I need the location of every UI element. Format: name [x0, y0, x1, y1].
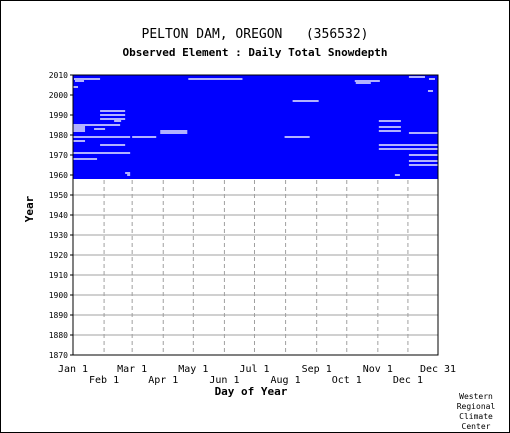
missing-data-segment: [354, 80, 380, 82]
y-tick-label: 1960: [49, 171, 68, 180]
x-tick-label: Mar 1: [117, 364, 147, 375]
missing-data-segment: [378, 130, 401, 132]
missing-data-segment: [73, 128, 86, 130]
y-tick-label: 1870: [49, 351, 68, 360]
missing-data-segment: [188, 78, 243, 80]
x-tick-label: Jan 1: [58, 364, 88, 375]
missing-data-segment: [408, 160, 438, 162]
missing-data-segment: [125, 172, 131, 174]
credit-line-2: Regional: [457, 402, 496, 411]
data-layer: [73, 75, 438, 179]
y-tick-label: 2010: [49, 71, 68, 80]
y-tick-label: 2000: [49, 91, 68, 100]
missing-data-layer: [73, 76, 438, 176]
wrcc-credit: Western Regional Climate Center: [457, 392, 496, 431]
x-tick-label: Dec 1: [393, 375, 423, 386]
missing-data-segment: [355, 82, 371, 84]
missing-data-segment: [114, 120, 122, 122]
x-axis-label: Day of Year: [215, 385, 288, 398]
x-tick-label: Sep 1: [302, 364, 332, 375]
missing-data-segment: [378, 148, 438, 150]
x-tick-label: Apr 1: [148, 375, 178, 386]
missing-data-segment: [73, 152, 131, 154]
missing-data-segment: [100, 118, 126, 120]
missing-data-segment: [427, 90, 433, 92]
missing-data-segment: [132, 136, 157, 138]
chart-subtitle: Observed Element : Daily Total Snowdepth: [123, 46, 388, 59]
missing-data-segment: [284, 136, 310, 138]
missing-data-segment: [408, 154, 438, 156]
missing-data-segment: [160, 130, 188, 132]
missing-data-segment: [73, 158, 98, 160]
missing-data-segment: [73, 130, 86, 132]
y-axis-label: Year: [23, 195, 36, 222]
y-tick-label: 1940: [49, 211, 68, 220]
missing-data-segment: [100, 144, 126, 146]
missing-data-segment: [94, 128, 106, 130]
y-tick-label: 1900: [49, 291, 68, 300]
x-tick-labels: Jan 1 Mar 1 May 1 Jul 1 Sep 1 Nov 1 Dec 31 Feb …: [58, 364, 456, 386]
y-tick-label: 1950: [49, 191, 68, 200]
y-tick-label: 1980: [49, 131, 68, 140]
y-tick-label: 1990: [49, 111, 68, 120]
y-tick-label: 1930: [49, 231, 68, 240]
y-tick-label: 1970: [49, 151, 68, 160]
missing-data-segment: [408, 132, 438, 134]
x-tick-label: Jun 1: [209, 375, 239, 386]
missing-data-segment: [100, 110, 126, 112]
missing-data-segment: [127, 174, 131, 176]
credit-line-4: Center: [462, 422, 491, 431]
x-tick-label: Dec 31: [420, 364, 456, 375]
y-tick-label: 1890: [49, 311, 68, 320]
missing-data-segment: [73, 140, 86, 142]
missing-data-segment: [75, 80, 85, 82]
missing-data-segment: [73, 136, 131, 138]
missing-data-segment: [408, 164, 438, 166]
x-tick-label: Aug 1: [271, 375, 301, 386]
missing-data-segment: [378, 144, 438, 146]
credit-line-1: Western: [459, 392, 493, 401]
missing-data-segment: [74, 78, 101, 80]
missing-data-segment: [73, 124, 121, 126]
missing-data-segment: [428, 78, 435, 80]
chart-title: PELTON DAM, OREGON (356532): [142, 27, 369, 42]
missing-data-segment: [73, 126, 86, 128]
x-tick-label: May 1: [178, 364, 208, 375]
missing-data-segment: [160, 132, 188, 134]
missing-data-segment: [378, 126, 401, 128]
missing-data-segment: [100, 114, 126, 116]
x-tick-label: Feb 1: [89, 375, 119, 386]
x-tick-label: Oct 1: [332, 375, 362, 386]
x-tick-label: Jul 1: [239, 364, 269, 375]
y-tick-label: 1920: [49, 251, 68, 260]
missing-data-segment: [378, 120, 401, 122]
missing-data-segment: [394, 174, 400, 176]
missing-data-segment: [408, 76, 425, 78]
credit-line-3: Climate: [459, 412, 493, 421]
missing-data-segment: [292, 100, 319, 102]
missing-data-segment: [73, 86, 79, 88]
y-tick-label: 1880: [49, 331, 68, 340]
y-tick-labels: 1870 1880 1890 1900 1910 1920 1930 1940 1950 1960…: [49, 71, 73, 360]
observed-data-region: [73, 75, 438, 179]
x-tick-label: Nov 1: [363, 364, 393, 375]
y-tick-label: 1910: [49, 271, 68, 280]
